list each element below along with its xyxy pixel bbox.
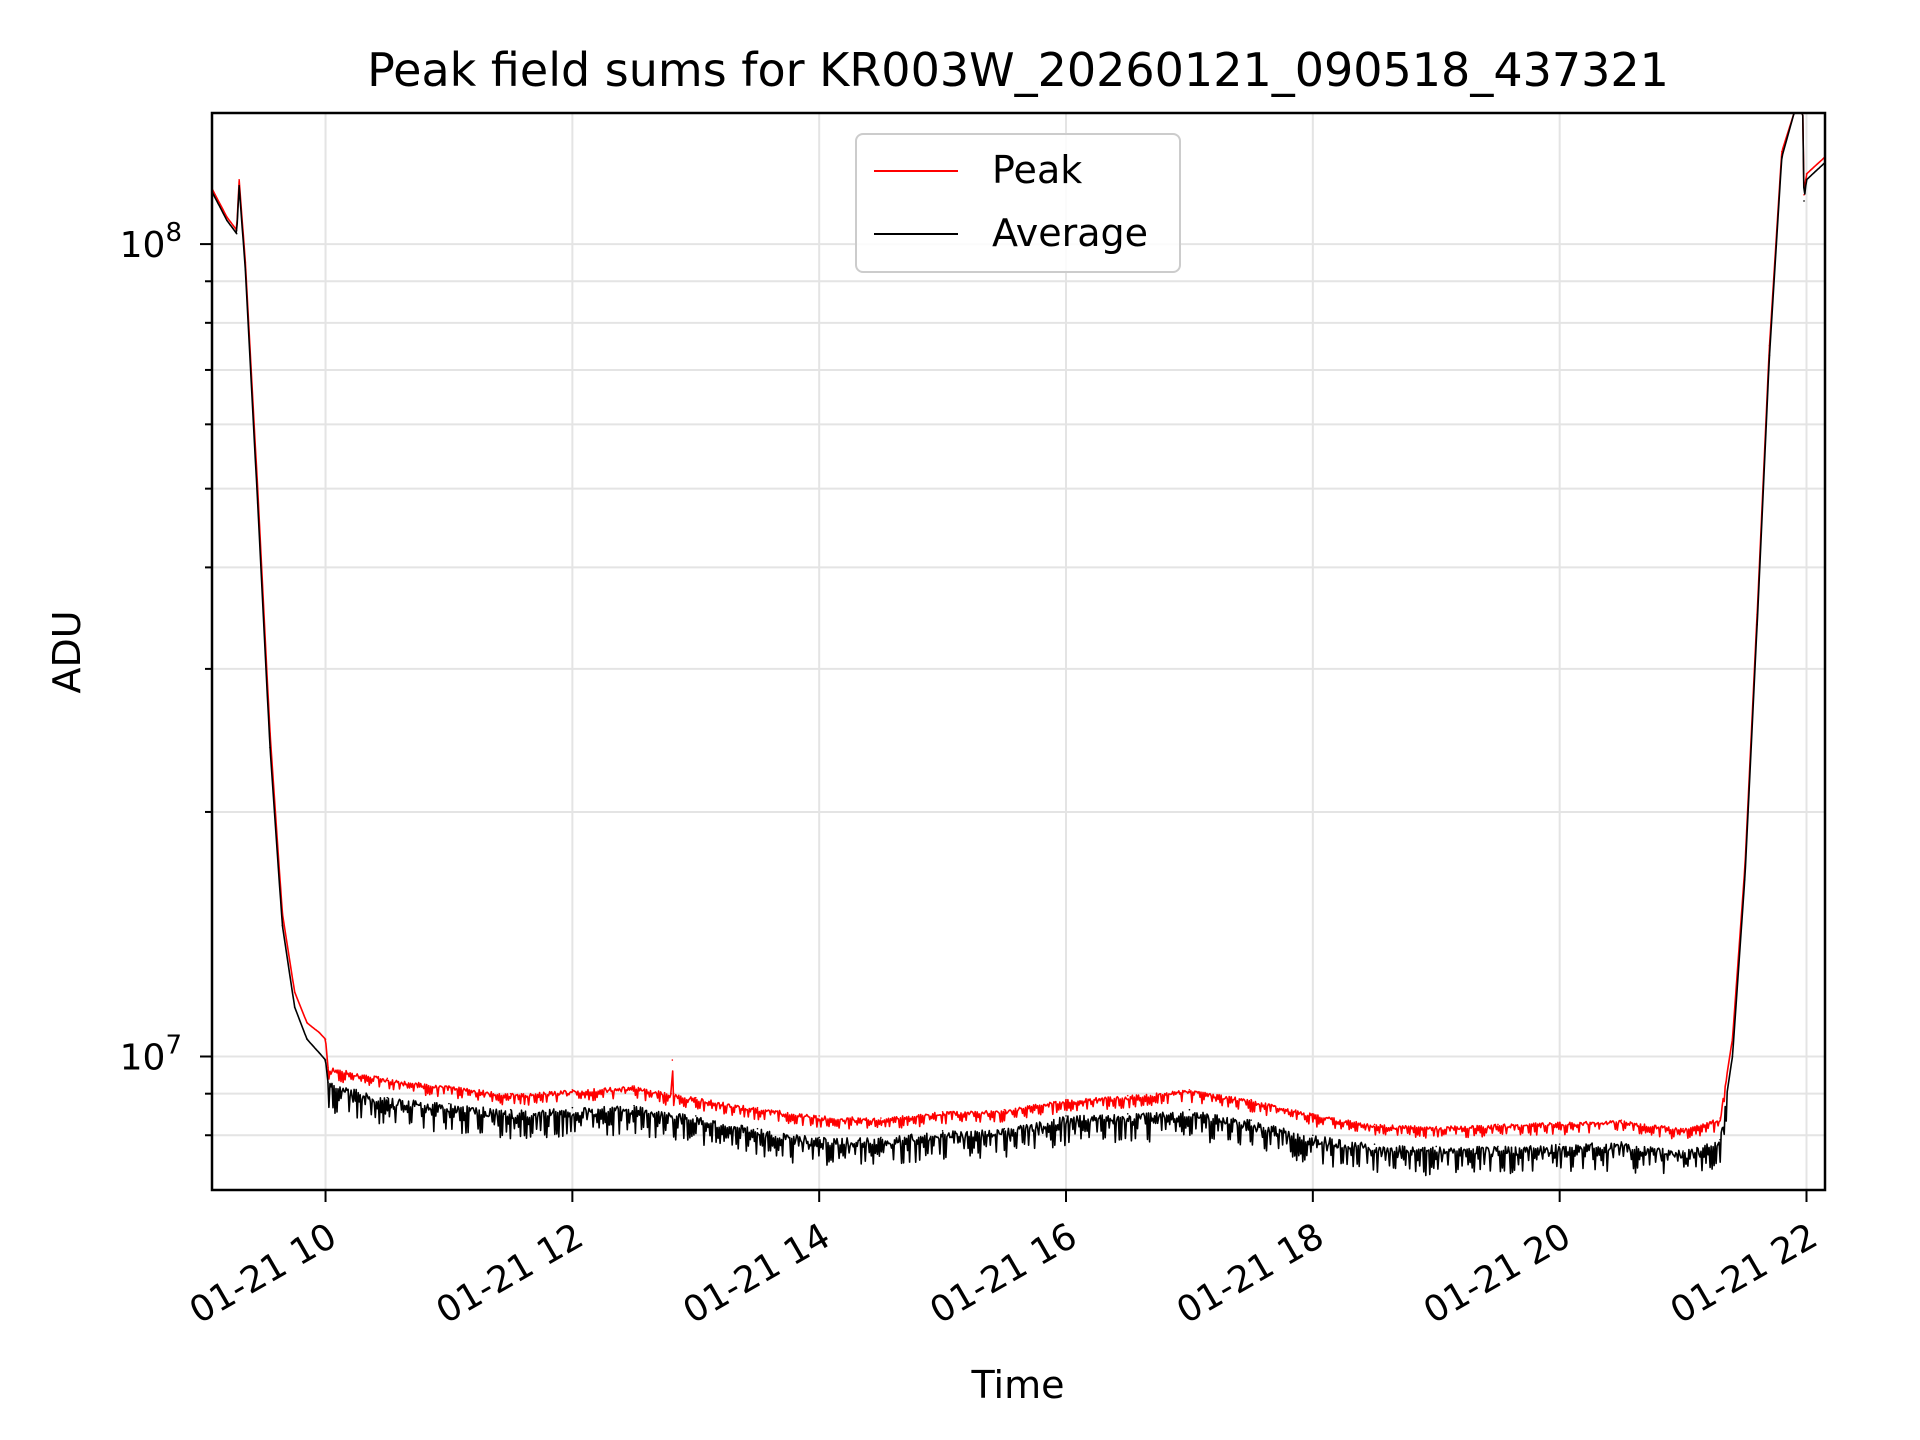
data-point-average — [256, 502, 259, 504]
x-axis-label: Time — [971, 1363, 1065, 1407]
data-point-peak — [1558, 1121, 1561, 1124]
data-point-peak — [1126, 1094, 1129, 1097]
data-point-average — [571, 1106, 574, 1109]
data-point-peak — [238, 178, 240, 181]
data-point-average — [1768, 354, 1771, 356]
data-point-average — [1620, 1141, 1623, 1143]
data-point-average — [694, 1115, 697, 1117]
data-point-peak — [306, 1022, 308, 1024]
y-tick-label: 107 — [120, 1031, 182, 1079]
data-point-peak — [880, 1117, 882, 1119]
legend-box — [855, 133, 1181, 273]
series-line-average — [211, 112, 1826, 1177]
data-point-peak — [1435, 1125, 1438, 1128]
data-point-peak — [633, 1085, 635, 1087]
data-point-peak — [327, 1066, 329, 1069]
data-point-average — [1558, 1143, 1561, 1145]
data-point-peak — [1250, 1098, 1252, 1101]
data-point-peak — [1065, 1098, 1067, 1101]
data-point-peak — [1188, 1088, 1191, 1091]
y-axis-label: ADU — [45, 610, 89, 693]
data-point-average — [1781, 156, 1783, 158]
data-point-peak — [756, 1106, 759, 1109]
data-point-peak — [1682, 1127, 1684, 1130]
data-point-average — [1373, 1143, 1376, 1145]
data-point-peak — [1312, 1113, 1314, 1115]
data-point-average — [509, 1108, 512, 1111]
data-point-peak — [226, 216, 228, 218]
legend: Peak Average — [855, 133, 1181, 273]
data-point-average — [269, 746, 271, 749]
data-point-average — [880, 1136, 882, 1139]
data-point-peak — [509, 1092, 512, 1095]
data-point-average — [226, 219, 228, 222]
data-point-average — [1250, 1119, 1252, 1121]
data-point-average — [1682, 1150, 1684, 1152]
data-point-average — [306, 1038, 308, 1041]
data-point-peak — [670, 1092, 672, 1095]
data-point-peak — [672, 1092, 675, 1095]
data-point-peak — [1719, 1117, 1721, 1119]
data-point-peak — [1497, 1123, 1499, 1126]
data-point-average — [1003, 1127, 1006, 1130]
series-line-peak — [211, 112, 1826, 1140]
data-point-peak — [571, 1088, 574, 1091]
data-point-peak — [293, 991, 296, 993]
data-point-peak — [386, 1077, 389, 1080]
plot-background — [212, 113, 1825, 1190]
data-point-average — [1126, 1113, 1129, 1115]
data-point-average — [1188, 1108, 1191, 1111]
series-layer — [211, 112, 1826, 1177]
data-point-peak — [318, 1031, 321, 1034]
y-tick-label: 108 — [120, 218, 182, 266]
data-point-average — [1731, 1055, 1734, 1058]
data-point-peak — [324, 1038, 327, 1041]
data-point-peak — [1620, 1119, 1623, 1121]
data-point-peak — [694, 1096, 697, 1099]
data-point-average — [281, 924, 284, 927]
data-point-peak — [1373, 1123, 1376, 1126]
data-point-average — [448, 1102, 450, 1105]
data-point-average — [235, 232, 238, 235]
data-point-average — [318, 1052, 321, 1054]
data-point-peak — [448, 1085, 450, 1087]
chart-title: Peak field sums for KR003W_20260121_0905… — [367, 43, 1669, 97]
legend-label-average: Average — [992, 211, 1148, 255]
data-point-peak — [671, 1059, 674, 1061]
data-point-peak — [818, 1115, 820, 1117]
legend-label-peak: Peak — [992, 148, 1082, 192]
data-point-average — [293, 1006, 296, 1009]
data-point-average — [941, 1130, 944, 1132]
data-point-average — [1805, 178, 1808, 181]
data-point-average — [1312, 1134, 1314, 1137]
data-point-average — [386, 1096, 389, 1099]
data-point-peak — [1003, 1108, 1006, 1111]
data-point-peak — [1805, 173, 1808, 175]
data-point-average — [1497, 1145, 1499, 1148]
data-point-average — [633, 1104, 635, 1107]
data-point-average — [818, 1136, 820, 1139]
data-point-average — [327, 1081, 329, 1083]
data-point-peak — [941, 1110, 944, 1113]
data-point-average — [1803, 200, 1805, 202]
data-point-average — [1719, 1138, 1721, 1141]
data-point-peak — [1731, 1038, 1734, 1041]
data-point-average — [324, 1059, 327, 1061]
data-point-average — [244, 268, 247, 271]
data-point-average — [238, 184, 240, 187]
data-point-peak — [1781, 150, 1783, 153]
data-point-average — [1435, 1145, 1438, 1148]
data-point-average — [756, 1127, 759, 1130]
data-point-average — [1743, 879, 1746, 881]
plot-frame — [210, 111, 1827, 1192]
data-point-average — [1756, 623, 1758, 626]
data-point-average — [1065, 1115, 1067, 1117]
